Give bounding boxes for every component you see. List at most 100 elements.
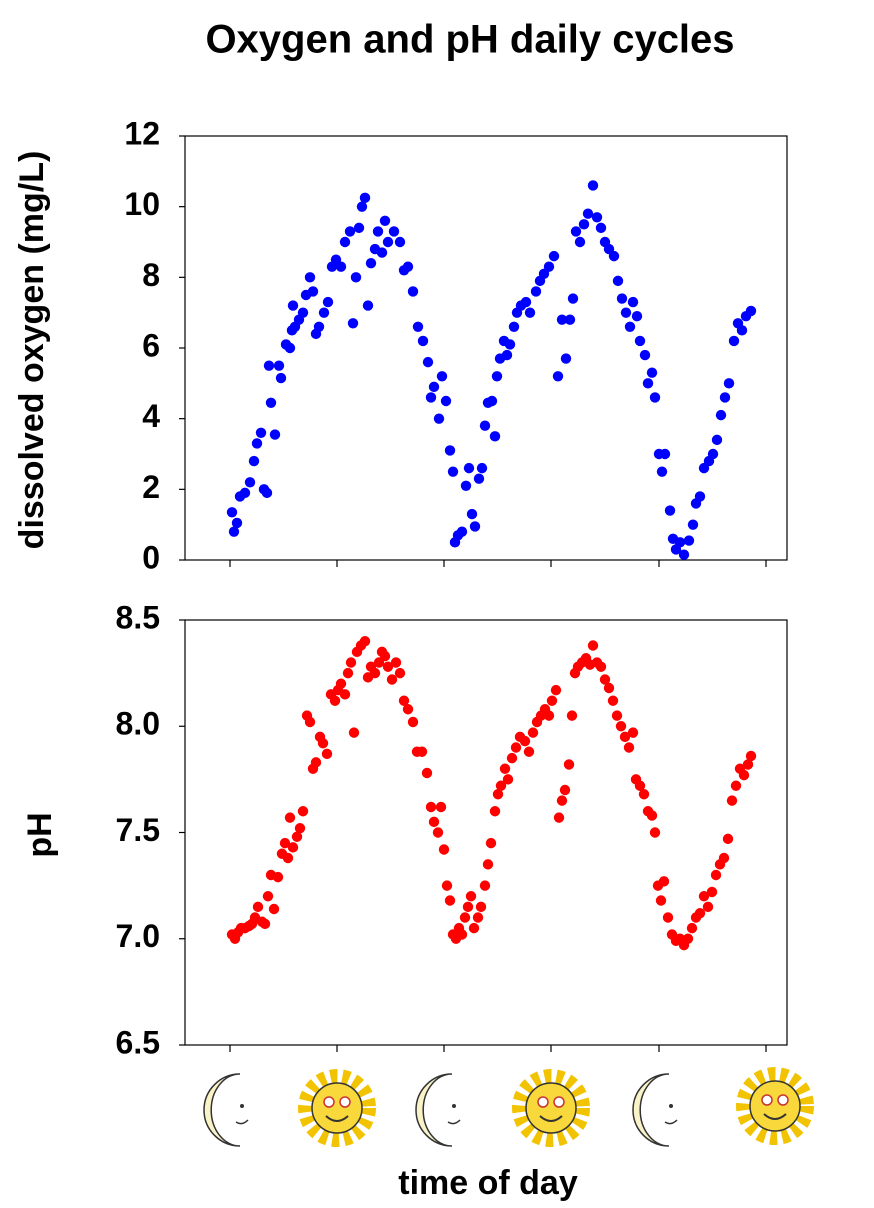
data-point	[263, 360, 275, 371]
data-point	[407, 716, 419, 728]
data-point	[436, 371, 448, 382]
data-point	[612, 275, 624, 287]
data-point	[620, 307, 632, 318]
data-point	[353, 222, 365, 234]
data-point	[456, 526, 468, 537]
data-point	[627, 727, 639, 738]
data-point	[631, 311, 643, 322]
data-point	[482, 859, 494, 870]
data-point	[694, 491, 706, 502]
sun-icon	[736, 1067, 814, 1145]
data-point	[595, 222, 607, 234]
data-point	[335, 261, 347, 272]
data-point	[244, 477, 256, 488]
data-point	[284, 812, 296, 823]
data-point	[369, 667, 381, 679]
data-point	[284, 342, 296, 354]
data-point	[552, 371, 564, 382]
data-point	[722, 833, 734, 845]
data-point	[623, 742, 635, 753]
data-point	[291, 831, 303, 842]
data-point	[603, 682, 615, 694]
data-point	[422, 356, 434, 368]
data-point	[372, 226, 384, 237]
data-point	[615, 721, 627, 732]
data-point	[706, 886, 718, 898]
data-point	[307, 286, 319, 297]
data-point	[339, 236, 351, 248]
data-point	[742, 759, 754, 770]
data-point	[382, 236, 394, 248]
data-point	[726, 795, 738, 806]
data-point	[728, 335, 740, 347]
y-tick-label: 0	[142, 539, 160, 575]
data-point	[710, 869, 722, 881]
data-point	[435, 801, 447, 813]
data-point	[499, 763, 511, 774]
data-point	[674, 537, 686, 548]
data-point	[485, 837, 497, 849]
data-point	[638, 789, 650, 800]
data-point	[639, 349, 651, 361]
data-point	[508, 321, 520, 332]
data-point	[566, 710, 578, 721]
data-point	[686, 922, 698, 934]
data-point	[428, 381, 440, 393]
data-point	[556, 314, 568, 325]
data-point	[465, 891, 477, 902]
y-tick-label: 8	[142, 257, 160, 293]
data-point	[390, 657, 402, 668]
data-point	[251, 438, 263, 449]
data-point	[402, 704, 414, 715]
data-point	[658, 876, 670, 887]
data-point	[519, 735, 531, 747]
sun-icon	[512, 1069, 590, 1147]
data-point	[479, 880, 491, 891]
data-point	[553, 812, 565, 823]
data-point	[428, 816, 440, 828]
data-point	[226, 507, 238, 518]
data-point	[416, 746, 428, 757]
data-point	[698, 891, 710, 902]
data-point	[255, 427, 267, 438]
data-point	[563, 759, 575, 770]
data-point	[347, 318, 359, 329]
data-point	[486, 395, 498, 407]
chart-title: Oxygen and pH daily cycles	[205, 18, 734, 62]
data-point	[294, 823, 306, 834]
data-point	[228, 526, 240, 537]
data-point	[702, 901, 714, 913]
data-point	[342, 667, 354, 679]
data-point	[365, 258, 377, 269]
data-point	[510, 742, 522, 753]
data-point	[287, 842, 299, 853]
data-point	[504, 339, 516, 350]
y-tick-label: 6	[142, 327, 160, 363]
data-point	[444, 895, 456, 906]
y-tick-label: 7.5	[116, 812, 160, 848]
data-point	[574, 236, 586, 248]
data-point	[655, 895, 667, 906]
data-point	[275, 372, 287, 384]
data-point	[495, 780, 507, 791]
sun-icon	[298, 1069, 376, 1147]
data-point	[359, 636, 371, 647]
data-point	[268, 903, 280, 915]
data-point	[287, 300, 299, 311]
data-point	[520, 296, 532, 308]
data-point	[559, 784, 571, 796]
data-point	[252, 901, 264, 913]
data-point	[745, 750, 757, 762]
data-point	[473, 473, 485, 484]
data-point	[570, 226, 582, 237]
data-point	[359, 192, 371, 204]
y-axis-label: dissolved oxygen (mg/L)	[13, 151, 51, 550]
data-point	[356, 201, 368, 212]
y-tick-label: 2	[142, 469, 160, 505]
data-point	[548, 250, 560, 262]
data-point	[611, 710, 623, 721]
data-point	[492, 789, 504, 800]
data-point	[273, 360, 285, 371]
data-point	[587, 180, 599, 191]
